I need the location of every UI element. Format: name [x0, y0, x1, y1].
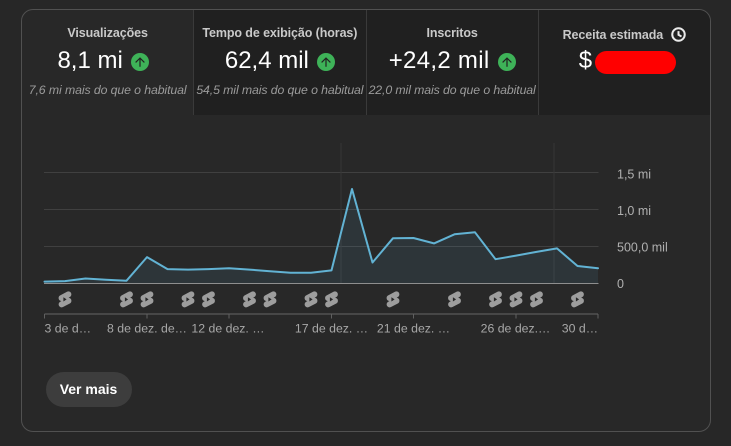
svg-text:8 de dez. de…: 8 de dez. de… — [107, 322, 187, 336]
svg-text:30 d…: 30 d… — [562, 322, 598, 336]
svg-text:500,0 mil: 500,0 mil — [617, 240, 668, 254]
svg-text:26 de dez.…: 26 de dez.… — [481, 322, 551, 336]
svg-text:0: 0 — [617, 277, 624, 291]
svg-text:3 de d…: 3 de d… — [45, 322, 92, 336]
svg-text:1,5 mi: 1,5 mi — [617, 168, 651, 182]
svg-text:1,0 mi: 1,0 mi — [617, 204, 651, 218]
svg-text:21 de dez. …: 21 de dez. … — [377, 322, 450, 336]
svg-text:12 de dez. …: 12 de dez. … — [191, 322, 264, 336]
svg-text:17 de dez. …: 17 de dez. … — [295, 322, 368, 336]
